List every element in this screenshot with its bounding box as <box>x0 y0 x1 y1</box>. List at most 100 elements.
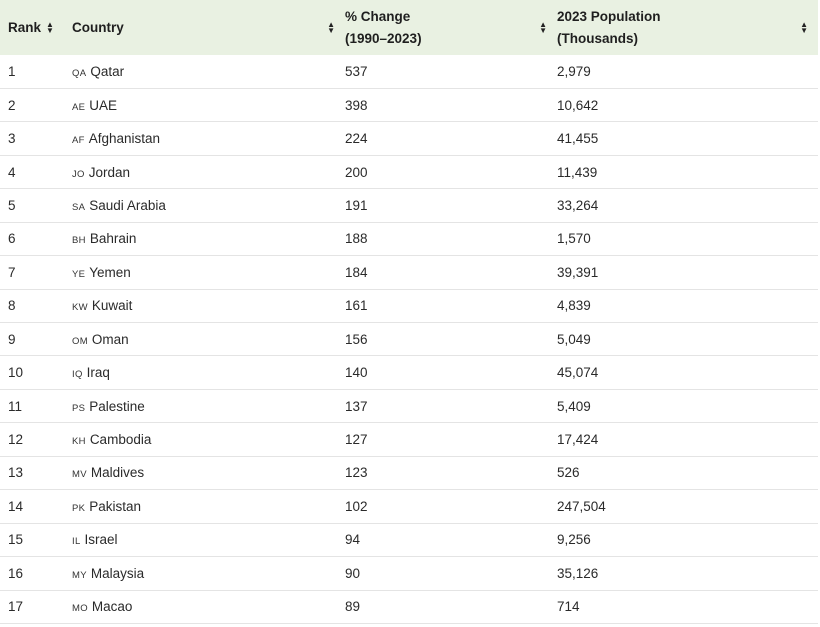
country-cell: IQ Iraq <box>72 356 345 389</box>
table-row: 7 YE Yemen 184 39,391 <box>0 256 818 290</box>
rank-cell: 17 <box>8 599 24 615</box>
country-cell: KH Cambodia <box>72 423 345 456</box>
rank-cell: 10 <box>8 365 24 381</box>
header-country[interactable]: Country ▲ ▼ <box>72 0 345 55</box>
table-row: 11 PS Palestine 137 5,409 <box>0 389 818 423</box>
country-name: Malaysia <box>90 565 145 581</box>
change-cell: 161 <box>345 298 368 314</box>
rank-cell: 4 <box>8 164 16 180</box>
country-cell: YE Yemen <box>72 256 345 289</box>
sort-icon[interactable]: ▲ ▼ <box>46 19 54 35</box>
country-name: Qatar <box>90 63 125 79</box>
population-cell: 5,409 <box>557 398 591 414</box>
population-cell: 5,049 <box>557 331 591 347</box>
header-rank[interactable]: Rank ▲ ▼ <box>0 0 72 55</box>
rank-cell: 3 <box>8 131 16 147</box>
header-population-label: 2023 Population (Thousands) <box>557 8 661 46</box>
country-code: OM <box>72 335 88 347</box>
country-code: YE <box>72 268 86 280</box>
table-row: 2 AE UAE 398 10,642 <box>0 88 818 122</box>
country-code: IQ <box>72 369 83 381</box>
country-code: IL <box>72 536 81 548</box>
population-cell: 9,256 <box>557 532 591 548</box>
population-cell: 17,424 <box>557 432 599 448</box>
rank-cell: 5 <box>8 197 16 213</box>
country-code: MO <box>72 603 88 615</box>
population-cell: 33,264 <box>557 197 599 213</box>
rank-cell: 15 <box>8 532 24 548</box>
header-row: Rank ▲ ▼ Country ▲ ▼ % Change (1990–2023) … <box>0 0 818 55</box>
country-name: Palestine <box>89 398 145 414</box>
country-code: QA <box>72 67 87 79</box>
header-change[interactable]: % Change (1990–2023) ▲ ▼ <box>345 0 557 55</box>
country-cell: SA Saudi Arabia <box>72 189 345 222</box>
table-row: 10 IQ Iraq 140 45,074 <box>0 356 818 390</box>
change-cell: 89 <box>345 599 361 615</box>
rank-cell: 8 <box>8 298 16 314</box>
country-name: Jordan <box>88 164 131 180</box>
country-code: KW <box>72 302 88 314</box>
country-code: KH <box>72 436 86 448</box>
rank-cell: 13 <box>8 465 24 481</box>
country-code: JO <box>72 168 85 180</box>
country-cell: QA Qatar <box>72 55 345 88</box>
change-cell: 537 <box>345 63 368 79</box>
population-cell: 10,642 <box>557 97 599 113</box>
country-name: Pakistan <box>89 498 142 514</box>
sort-icon[interactable]: ▲ ▼ <box>327 19 335 35</box>
rank-cell: 9 <box>8 331 16 347</box>
header-population[interactable]: 2023 Population (Thousands) ▲ ▼ <box>557 0 818 55</box>
table-row: 16 MY Malaysia 90 35,126 <box>0 557 818 590</box>
table-row: 8 KW Kuwait 161 4,839 <box>0 289 818 323</box>
change-cell: 127 <box>345 432 368 448</box>
change-cell: 140 <box>345 365 368 381</box>
table-row: 17 MO Macao 89 714 <box>0 590 818 624</box>
country-code: BH <box>72 235 86 247</box>
country-code: SA <box>72 201 86 213</box>
country-cell: MV Maldives <box>72 456 345 489</box>
country-cell: KW Kuwait <box>72 289 345 322</box>
population-cell: 35,126 <box>557 565 599 581</box>
country-name: Israel <box>84 532 118 548</box>
rank-cell: 7 <box>8 264 16 280</box>
population-cell: 11,439 <box>557 164 598 180</box>
country-cell: JO Jordan <box>72 155 345 188</box>
country-code: AE <box>72 101 86 113</box>
change-cell: 156 <box>345 331 368 347</box>
population-cell: 4,839 <box>557 298 591 314</box>
country-name: Afghanistan <box>88 131 161 147</box>
header-rank-label: Rank <box>8 19 42 35</box>
table-row: 9 OM Oman 156 5,049 <box>0 323 818 356</box>
country-code: MY <box>72 569 87 581</box>
change-cell: 90 <box>345 565 361 581</box>
country-cell: PK Pakistan <box>72 490 345 523</box>
country-name: Kuwait <box>91 298 133 314</box>
change-cell: 123 <box>345 465 368 481</box>
table-row: 4 JO Jordan 200 11,439 <box>0 155 818 189</box>
change-cell: 184 <box>345 264 368 280</box>
rank-cell: 6 <box>8 231 16 247</box>
table-row: 1 QA Qatar 537 2,979 <box>0 55 818 89</box>
country-name: Oman <box>91 331 129 347</box>
change-cell: 200 <box>345 164 368 180</box>
population-cell: 39,391 <box>557 264 599 280</box>
country-cell: OM Oman <box>72 323 345 356</box>
sort-icon[interactable]: ▲ ▼ <box>539 19 547 35</box>
population-cell: 45,074 <box>557 365 599 381</box>
table-row: 6 BH Bahrain 188 1,570 <box>0 222 818 256</box>
rank-cell: 16 <box>8 565 24 581</box>
change-cell: 188 <box>345 231 368 247</box>
population-cell: 2,979 <box>557 63 591 79</box>
sort-icon[interactable]: ▲ ▼ <box>800 19 808 35</box>
country-name: Yemen <box>89 264 131 280</box>
population-cell: 526 <box>557 465 580 481</box>
country-name: Saudi Arabia <box>89 197 166 213</box>
header-country-label: Country <box>72 19 124 35</box>
rank-cell: 2 <box>8 97 16 113</box>
table-row: 15 IL Israel 94 9,256 <box>0 523 818 557</box>
country-name: Iraq <box>86 365 110 381</box>
table-row: 14 PK Pakistan 102 247,504 <box>0 490 818 524</box>
country-code: AF <box>72 135 85 147</box>
change-cell: 102 <box>345 498 368 514</box>
